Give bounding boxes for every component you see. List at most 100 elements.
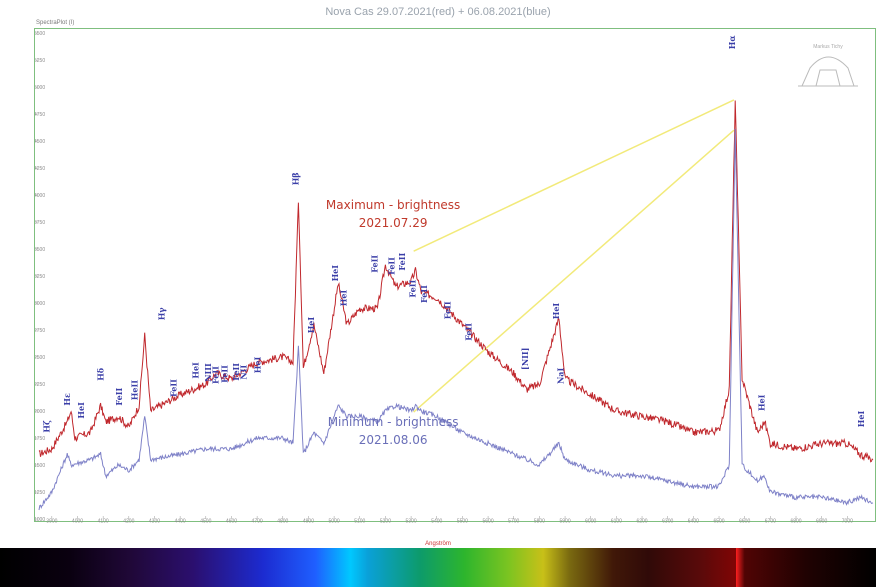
spectral-line-label: Hγ [157, 307, 167, 321]
annotation-date: 2021.08.06 [359, 433, 428, 447]
y-tick-label: 1750 [35, 436, 45, 442]
spectrum-chart: 1000 1250 1500 1750 2000 2250 2500 2750 3000 3250… [35, 31, 874, 523]
x-tick-label: 4700 [252, 519, 263, 524]
x-tick-label: 6100 [611, 519, 622, 524]
connector-line [413, 99, 735, 252]
spectral-line-label: FeII [211, 366, 221, 384]
spectral-line-label: FeII [407, 280, 417, 298]
x-tick-label: 4500 [200, 519, 211, 524]
spectral-line-label: NaI [555, 368, 565, 384]
x-tick-label: 6400 [688, 519, 699, 524]
y-tick-label: 3500 [35, 247, 45, 253]
x-tick-label: 3900 [46, 519, 57, 524]
x-tick-label: 4100 [98, 519, 109, 524]
y-tick-label: 4250 [35, 166, 45, 172]
y-tick-label: 5000 [35, 85, 45, 91]
x-tick-label: 5400 [431, 519, 442, 524]
y-tick-label: 3000 [35, 301, 45, 307]
x-tick-label: 5800 [534, 519, 545, 524]
y-tick-label: 5500 [35, 31, 45, 37]
x-tick-label: 4400 [175, 519, 186, 524]
spectral-line-label: FeII [168, 379, 178, 397]
chart-title: Nova Cas 29.07.2021(red) + 06.08.2021(bl… [325, 6, 551, 18]
dome-icon: Markus Tichy [798, 44, 858, 87]
y-tick-label: 4750 [35, 112, 45, 118]
x-tick-label: 6900 [816, 519, 827, 524]
spectral-line-label: HeI [190, 362, 200, 379]
y-tick-label: 4500 [35, 139, 45, 145]
x-tick-label: 7000 [842, 519, 853, 524]
y-axis: 1000 1250 1500 1750 2000 2250 2500 2750 3000 3250… [35, 31, 45, 523]
spectral-line-label: HeI [306, 317, 316, 334]
spectral-line-label: Hζ [41, 420, 51, 433]
y-tick-label: 5250 [35, 58, 45, 64]
annotations: Maximum - brightness 2021.07.29 Minimum - … [326, 198, 460, 447]
x-tick-label: 6700 [765, 519, 776, 524]
spectral-line-label: FeII [386, 257, 396, 275]
y-tick-label: 4000 [35, 193, 45, 199]
spectral-line-label: FeII [114, 388, 124, 406]
spectral-line-label: HeI [330, 265, 340, 282]
x-tick-label: 5100 [354, 519, 365, 524]
plot-frame: 1000 1250 1500 1750 2000 2250 2500 2750 3000 3250… [34, 28, 876, 523]
spectral-line-label: NII [238, 365, 248, 380]
annotation-title: Minimum - brightness [328, 415, 459, 429]
y-tick-label: 1500 [35, 463, 45, 469]
x-tick-label: 4800 [277, 519, 288, 524]
y-tick-label: 2750 [35, 328, 45, 334]
y-tick-label: 2500 [35, 355, 45, 361]
spectral-line-label: FeII [419, 285, 429, 303]
spectral-line-label: FeII [397, 253, 407, 271]
y-tick-label: 1250 [35, 490, 45, 496]
x-tick-label: 6200 [636, 519, 647, 524]
x-tick-label: 6500 [713, 519, 724, 524]
x-tick-label: 4300 [149, 519, 160, 524]
spectral-line-label: FeII [231, 363, 241, 381]
x-tick-label: 5000 [329, 519, 340, 524]
x-tick-label: 6800 [790, 519, 801, 524]
x-tick-label: 6600 [739, 519, 750, 524]
panel-label: SpectraPlot (I) [36, 20, 75, 26]
spectral-line-label: Hε [62, 393, 72, 406]
connector-lines [413, 99, 735, 413]
y-tick-label: 2000 [35, 409, 45, 415]
x-tick-label: 5500 [457, 519, 468, 524]
x-tick-label: 4200 [123, 519, 134, 524]
x-tick-label: 5300 [406, 519, 417, 524]
x-tick-label: 4600 [226, 519, 237, 524]
spectral-line-label: HeI [252, 357, 262, 374]
x-tick-label: 5200 [380, 519, 391, 524]
observatory-logo: Markus Tichy [796, 42, 860, 92]
spectral-line-label: HeI [856, 411, 866, 428]
logo-text: Markus Tichy [813, 44, 843, 50]
x-tick-label: 6300 [662, 519, 673, 524]
annotation-title: Maximum - brightness [326, 198, 460, 212]
x-tick-label: 5600 [483, 519, 494, 524]
y-tick-label: 3250 [35, 274, 45, 280]
x-axis-label: Angström [425, 541, 451, 547]
spectral-line-label: [NII] [520, 348, 530, 370]
series-line-minimum [38, 128, 874, 511]
spectral-line-label: HeI [551, 303, 561, 320]
spectral-line-label: FeII [219, 365, 229, 383]
x-tick-label: 5700 [508, 519, 519, 524]
series-group [38, 100, 874, 511]
annotation-date: 2021.07.29 [359, 216, 428, 230]
spectral-line-label: Hα [727, 35, 737, 49]
x-tick-label: 6000 [585, 519, 596, 524]
spectral-line-label: Hβ [290, 172, 300, 185]
spectral-line-label: HeI [338, 290, 348, 307]
spectrum-color-strip [0, 548, 876, 587]
spectral-line-label: HeI [757, 394, 767, 411]
x-tick-label: 4900 [303, 519, 314, 524]
spectral-line-label: HeI [76, 402, 86, 419]
spectral-line-label: FeII [463, 323, 473, 341]
x-axis: 3900 4000 4100 4200 4300 4400 4500 4600 4700 4800… [46, 516, 853, 523]
x-tick-label: 4000 [72, 519, 83, 524]
y-tick-label: 1000 [35, 517, 45, 523]
spectral-line-label: Hδ [96, 367, 106, 381]
connector-line [413, 129, 735, 413]
spectral-line-label: FeII [369, 255, 379, 273]
y-tick-label: 2250 [35, 382, 45, 388]
